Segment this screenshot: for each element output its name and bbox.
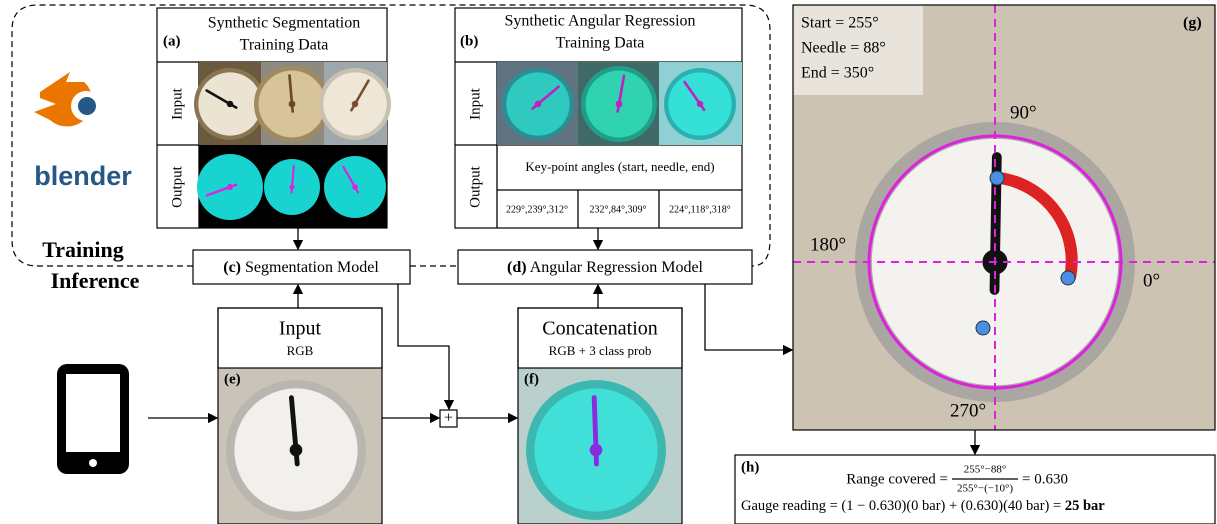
model-tag: (c) — [223, 259, 241, 276]
gauge-hub — [289, 184, 294, 189]
equation-body: Gauge reading = (1 − 0.630)(0 bar) + (0.… — [741, 498, 1065, 514]
keypoint — [990, 171, 1004, 185]
gauge-hub — [352, 101, 358, 107]
equation-result: = 0.630 — [1022, 471, 1068, 487]
panel-tag: (e) — [224, 371, 241, 387]
panel-title: Synthetic Segmentation — [208, 15, 360, 32]
output-value: 229°,239°,312° — [506, 204, 568, 215]
row-label: Output — [169, 165, 185, 208]
panel-subtitle: RGB + 3 class prob — [549, 343, 652, 358]
equation-label: Range covered = — [846, 471, 948, 487]
row-label: Input — [467, 87, 483, 119]
row-label: Input — [169, 87, 185, 119]
gauge-hub — [616, 101, 623, 108]
panel-tag: (f) — [524, 371, 539, 387]
gauge-hub — [352, 184, 358, 190]
angle-label: 180° — [810, 234, 846, 255]
output-value: 232°,84°,309° — [590, 204, 647, 215]
gauge-hub — [697, 101, 703, 107]
gauge-hub — [227, 101, 233, 107]
keypoint — [1061, 271, 1075, 285]
row-label: Output — [467, 165, 483, 208]
equation: Gauge reading = (1 − 0.630)(0 bar) + (0.… — [741, 498, 1105, 514]
phase-label: Training — [42, 237, 124, 262]
panel-tag: (b) — [460, 33, 478, 49]
angle-label: 90° — [1010, 102, 1037, 123]
panel-tag: (a) — [163, 33, 181, 49]
angle-label: 270° — [950, 400, 986, 421]
phase-label: Inference — [51, 268, 140, 293]
model-tag: (d) — [507, 259, 527, 276]
readout: End = 350° — [801, 65, 874, 82]
gauge-hub — [290, 444, 303, 457]
blender-logo — [34, 72, 101, 127]
panel-title: Concatenation — [542, 318, 658, 340]
gauge-hub — [227, 184, 233, 190]
operator: + — [444, 410, 453, 427]
model-label: (c) Segmentation Model — [223, 259, 379, 276]
readout: Needle = 88° — [801, 40, 886, 57]
fraction-numerator: 255°−88° — [964, 464, 1007, 476]
gauge-hub — [535, 101, 541, 107]
panel-subtitle: RGB — [287, 343, 314, 358]
panel-tag: (g) — [1183, 15, 1202, 32]
panel-title: Input — [279, 318, 322, 340]
readout: Start = 255° — [801, 15, 879, 32]
equation-result: 25 bar — [1065, 498, 1105, 514]
fraction-denominator: 255°−(−10°) — [957, 483, 1013, 495]
panel-tag: (h) — [741, 459, 759, 475]
keypoint — [976, 321, 990, 335]
panel-title: Training Data — [556, 35, 645, 52]
logo-text: blender — [34, 161, 132, 191]
angle-label: 0° — [1143, 270, 1160, 291]
gauge-hub — [590, 444, 603, 457]
gauge-hub — [289, 101, 296, 108]
model-name: Angular Regression Model — [530, 259, 704, 276]
panel-title: Training Data — [240, 37, 329, 54]
model-label: (d) Angular Regression Model — [507, 259, 704, 276]
diagram: blender Training Inference (a) Synthetic… — [0, 0, 1217, 524]
output-value: 224°,118°,318° — [669, 204, 731, 215]
panel-title: Synthetic Angular Regression — [504, 13, 695, 30]
tablet-icon — [57, 364, 129, 474]
output-header: Key-point angles (start, needle, end) — [525, 159, 714, 174]
model-name: Segmentation Model — [245, 259, 379, 276]
